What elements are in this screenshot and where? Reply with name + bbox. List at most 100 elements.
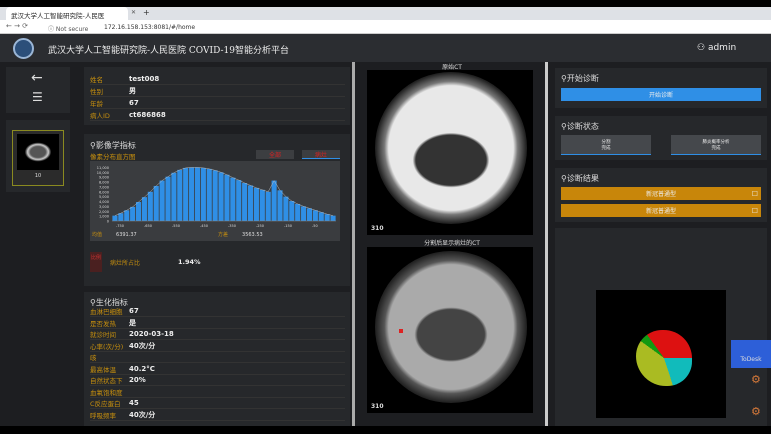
- back-arrow-icon[interactable]: ←: [31, 70, 43, 86]
- gear-icon[interactable]: ⚙: [751, 405, 761, 418]
- histogram-bar: [147, 191, 153, 221]
- histogram-bar: [242, 183, 248, 221]
- app-header: [0, 34, 771, 62]
- result-item[interactable]: 新冠普通型 ☐: [561, 204, 761, 217]
- x-tick-label: -750: [116, 224, 124, 228]
- biochem-row: 是否发热 是: [90, 318, 345, 329]
- menu-icon[interactable]: ☰: [32, 90, 43, 104]
- x-tick-label: -50: [312, 224, 318, 228]
- y-tick-label: 7,000: [99, 185, 109, 189]
- start-diagnosis-button[interactable]: 开始诊断: [561, 88, 761, 101]
- x-tick-label: -350: [228, 224, 236, 228]
- biochem-value: 是: [129, 318, 136, 327]
- url-input[interactable]: 172.16.158.153:8081/#/home: [104, 24, 196, 31]
- status-pneumonia-analysis: 肺炎概率分析 完成: [671, 135, 761, 155]
- y-tick-label: 6,000: [99, 190, 109, 194]
- slice-number: 310: [371, 403, 384, 410]
- biochem-row: 自然状态下 20%: [90, 375, 345, 386]
- todesk-widget[interactable]: ToDesk: [731, 340, 771, 368]
- histogram-bar: [259, 189, 265, 221]
- variance-stat: 方差 3563.53: [218, 232, 263, 238]
- result-item[interactable]: 新冠普通型 ☐: [561, 187, 761, 200]
- x-tick-label: -650: [144, 224, 152, 228]
- histogram-bar: [312, 210, 318, 221]
- histogram-bar: [141, 197, 147, 221]
- histogram-bar: [177, 169, 183, 221]
- sidebar-nav: [6, 67, 70, 113]
- patient-info-panel: 姓名 test008 性别男 年龄 67 病人ID ct686868: [84, 67, 350, 125]
- nav-buttons-icon[interactable]: ← → ⟳: [6, 22, 29, 30]
- imaging-panel: ⚲影像学指标 像素分布直方图 全部 病灶 0 1,000 2,000 3,000 4,0…: [84, 134, 350, 286]
- status-segmentation: 分割 完成: [561, 135, 651, 155]
- x-tick-label: -550: [172, 224, 180, 228]
- x-tick-label: -150: [284, 224, 292, 228]
- security-indicator[interactable]: ⓘ Not secure: [48, 26, 89, 33]
- histogram-box: 0 1,000 2,000 3,000 4,000 5,000 6,000 7,000 8,00…: [90, 161, 340, 241]
- histogram-bar: [253, 187, 259, 221]
- page-title: 武汉大学人工智能研究院-人民医院 COVID-19智能分析平台: [48, 46, 289, 56]
- tab-lesion[interactable]: 病灶: [302, 150, 340, 159]
- histogram-bar: [189, 167, 195, 221]
- histogram-bar: [171, 172, 177, 221]
- histogram-bar: [159, 180, 165, 221]
- biochem-label: 就诊时间: [90, 331, 116, 339]
- histogram-bar: [130, 206, 136, 221]
- biochem-row: C反应蛋白 45: [90, 398, 345, 409]
- original-ct-image[interactable]: 310: [367, 70, 533, 235]
- ct-scrollbar[interactable]: [545, 62, 548, 426]
- biochem-row: 就诊时间 2020-03-18: [90, 329, 345, 340]
- status-title: ⚲诊断状态: [561, 122, 599, 131]
- biochem-value: 40次/分: [129, 341, 156, 350]
- new-tab-icon[interactable]: +: [143, 8, 150, 17]
- biochem-label: 血淋巴细胞: [90, 308, 123, 316]
- user-menu[interactable]: ⚇ admin: [697, 43, 737, 53]
- histogram-bar: [200, 167, 206, 221]
- close-tab-icon[interactable]: ✕: [131, 9, 137, 16]
- histogram-bar: [271, 180, 277, 221]
- y-tick-label: 3,000: [99, 205, 109, 209]
- tab-title: 武汉大学人工智能研究院-人民医: [11, 12, 105, 20]
- y-tick-label: 11,000: [97, 166, 109, 170]
- 3d-lung-render[interactable]: [596, 290, 726, 418]
- biochem-row: 咳: [90, 352, 345, 363]
- histogram-bar: [265, 191, 271, 221]
- browser-tab[interactable]: 武汉大学人工智能研究院-人民医: [6, 7, 128, 20]
- left-scrollbar[interactable]: [352, 62, 355, 426]
- patient-row: 年龄 67: [90, 97, 345, 109]
- histogram-bar: [124, 210, 130, 221]
- edit-icon[interactable]: ☐: [751, 206, 758, 215]
- address-bar: [0, 20, 771, 34]
- histogram-bar: [112, 215, 118, 221]
- start-diagnosis-panel: ⚲开始诊断 开始诊断: [555, 68, 767, 108]
- histogram-bar: [206, 168, 212, 221]
- histogram-bar: [301, 206, 307, 221]
- tab-bar: [0, 7, 771, 20]
- tab-all[interactable]: 全部: [256, 150, 294, 159]
- biochem-label: C反应蛋白: [90, 400, 121, 408]
- biochem-value: 40.2°C: [129, 364, 155, 373]
- y-tick-label: 2,000: [99, 210, 109, 214]
- histogram-bar: [135, 202, 142, 221]
- result-panel: ⚲诊断结果 新冠普通型 ☐ 新冠普通型 ☐: [555, 168, 767, 222]
- ct-thumbnail[interactable]: 10: [12, 130, 64, 186]
- histogram-chart: 01,0002,0003,0004,0005,0006,0007,0008,00…: [97, 166, 336, 228]
- biochem-value: 40次/分: [129, 410, 156, 419]
- histogram-bar: [118, 213, 124, 221]
- biochem-value: 2020-03-18: [129, 330, 174, 338]
- edit-icon[interactable]: ☐: [751, 189, 758, 198]
- biochem-label: 血氧饱和度: [90, 388, 123, 397]
- segmented-ct-image[interactable]: 310: [367, 247, 533, 413]
- gear-icon[interactable]: ⚙: [751, 373, 761, 386]
- screen-top: [0, 0, 771, 7]
- y-tick-label: 0: [107, 220, 109, 224]
- ratio-badge: 比例: [90, 252, 102, 272]
- y-tick-label: 5,000: [99, 195, 109, 199]
- histogram-curve: [114, 167, 334, 216]
- ratio-label: 病灶所占比: [110, 260, 141, 267]
- histogram-bar: [330, 215, 336, 221]
- histogram-bar: [247, 185, 254, 221]
- x-tick-label: -450: [200, 224, 208, 228]
- original-ct-title: 原始CT: [442, 64, 462, 71]
- histogram-bar: [324, 214, 330, 221]
- biochem-row: 呼吸频率 40次/分: [90, 410, 345, 421]
